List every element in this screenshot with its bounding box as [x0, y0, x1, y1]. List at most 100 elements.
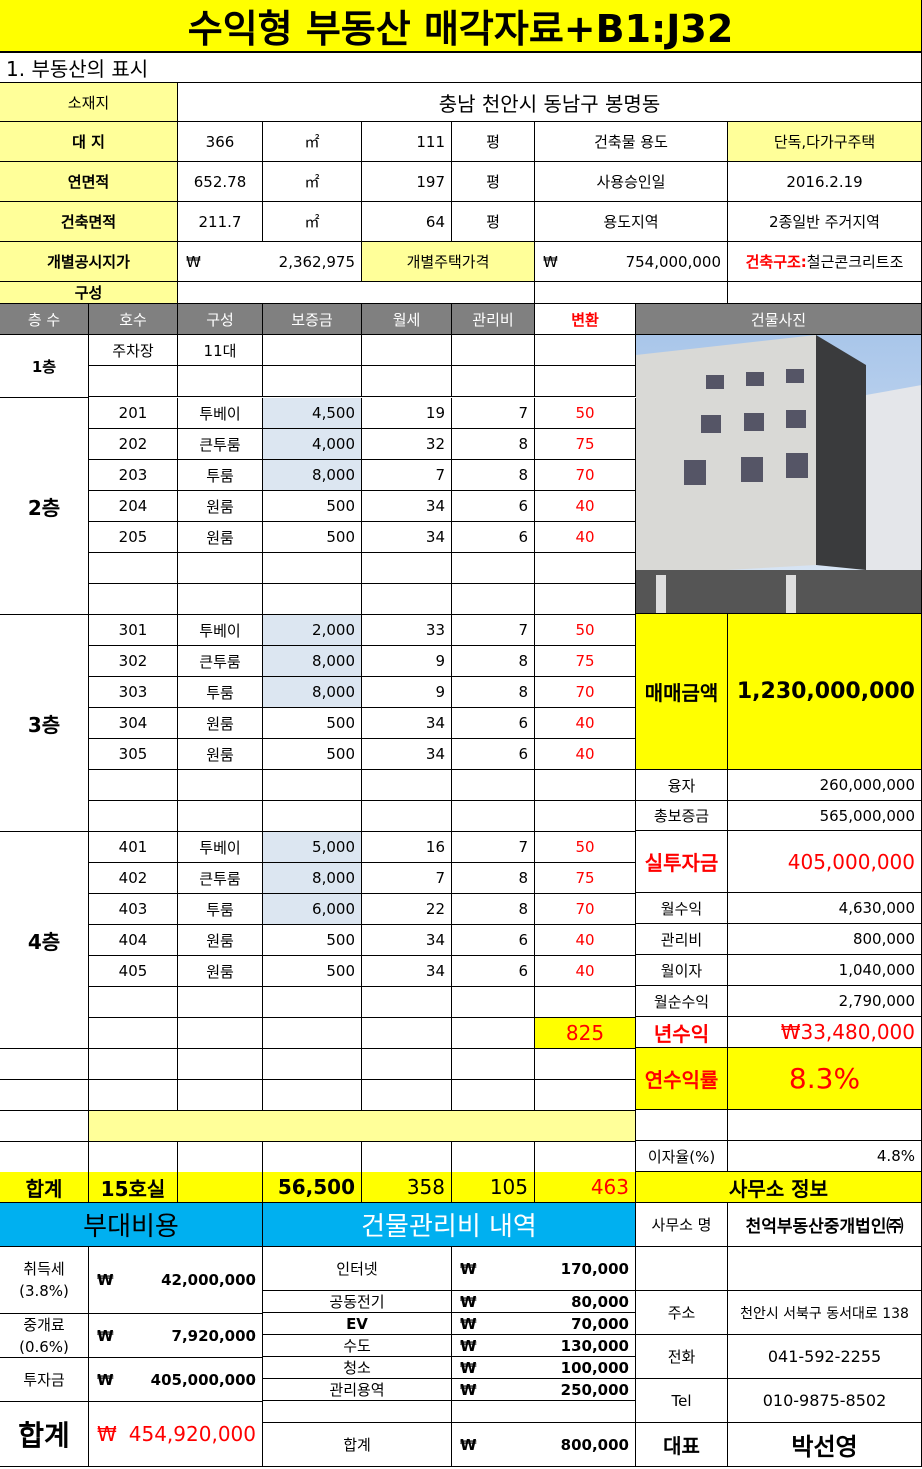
unit-deposit-text: 500	[326, 714, 355, 732]
annual-value-text: ₩33,480,000	[780, 1020, 915, 1044]
unit-no-text: 401	[118, 838, 148, 856]
won-sign: ₩	[460, 1358, 477, 1377]
unit-rent: 34	[362, 739, 452, 770]
unit-deposit: 8,000	[263, 460, 362, 491]
won-sign: ₩	[460, 1314, 477, 1333]
header-0-text: 층 수	[27, 310, 61, 329]
cost-value-text: 405,000,000	[150, 1370, 256, 1389]
unit-no: 204	[89, 491, 178, 522]
yield-value-text: 8.3%	[788, 1062, 861, 1095]
office-name-text: 천억부동산중개법인㈜	[745, 1217, 904, 1237]
unit-type-text: 투룸	[206, 466, 234, 485]
unit-no-text: 303	[118, 683, 148, 701]
unit-rent: 19	[362, 398, 452, 429]
floor_area-m2-text: 652.78	[193, 172, 247, 191]
house-price-value-text: 754,000,000	[625, 252, 721, 271]
unit-type-text: 큰투룸	[199, 652, 241, 671]
blank	[452, 584, 535, 615]
unit-deposit-text: 8,000	[312, 652, 355, 670]
land-m2-text: 366	[205, 132, 235, 151]
mgmt-item-value-text: 70,000	[571, 1314, 629, 1333]
blank	[263, 770, 362, 801]
blank	[178, 770, 263, 801]
unit-py-text: 평	[486, 133, 500, 151]
net-label-text: 월순수익	[653, 992, 710, 1011]
structure-value: 건축구조: 철근콘크리트조	[728, 242, 922, 282]
blank	[362, 801, 452, 832]
unit-mgmt: 8	[452, 863, 535, 894]
location-label-text: 소재지	[67, 93, 110, 112]
unit-conversion: 40	[535, 491, 636, 522]
unit-m2-text: ㎡	[304, 173, 320, 191]
land-py: 111	[362, 122, 452, 162]
unit-no: 401	[89, 832, 178, 863]
unit-type-text: 원룸	[206, 714, 234, 733]
office-phone-label-text: 전화	[667, 1348, 696, 1366]
unit-no: 302	[89, 646, 178, 677]
cost-label: 취득세 (3.8%)	[0, 1247, 89, 1314]
yield-label: 연수익률	[636, 1048, 728, 1110]
unit-deposit: 6,000	[263, 894, 362, 925]
unit-m2: ㎡	[263, 162, 362, 202]
unit-deposit-text: 5,000	[312, 838, 355, 856]
floor-label-2-text: 2층	[27, 495, 61, 520]
unit-mgmt: 6	[452, 925, 535, 956]
sale-value: 1,230,000,000	[728, 614, 922, 770]
structure-label: 건축구조:	[745, 253, 807, 271]
loan-value-text: 260,000,000	[819, 776, 915, 794]
unit-deposit: 500	[263, 739, 362, 770]
unit-type-text: 11대	[203, 341, 237, 360]
unit-mgmt-text: 6	[518, 931, 528, 949]
header-0: 층 수	[0, 304, 89, 335]
unit-deposit: 8,000	[263, 677, 362, 708]
unit-mgmt-text: 8	[518, 466, 528, 484]
office-tel-text: 010-9875-8502	[762, 1391, 887, 1410]
unit-conversion-text: 40	[575, 745, 595, 763]
floor-label-1-text: 1층	[31, 357, 57, 376]
blank	[178, 282, 535, 304]
blank	[89, 553, 178, 584]
costs-title-text: 부대비용	[83, 1212, 179, 1242]
unit-rent-text: 7	[435, 869, 445, 887]
totals-rent-text: 358	[406, 1175, 445, 1199]
blank	[452, 770, 535, 801]
header-5: 관리비	[452, 304, 535, 335]
blank	[636, 1247, 728, 1291]
unit-no-text: 202	[118, 435, 148, 453]
unit-conversion-text: 70	[575, 900, 595, 918]
unit-mgmt: 7	[452, 832, 535, 863]
approval-label: 사용승인일	[535, 162, 728, 202]
unit-conversion: 50	[535, 832, 636, 863]
unit-m2: ㎡	[263, 122, 362, 162]
unit-deposit-text: 500	[326, 528, 355, 546]
land-label-text: 대 지	[72, 133, 105, 151]
mgmt-detail-title: 건물관리비 내역	[263, 1203, 636, 1247]
office-phone: 041-592-2255	[728, 1335, 922, 1379]
structure-value-text: 철근콘크리트조	[806, 253, 904, 271]
unit-type: 투베이	[178, 398, 263, 429]
blank	[263, 366, 362, 397]
unit-rent-text: 22	[425, 900, 445, 918]
unit-rent: 34	[362, 925, 452, 956]
unit-deposit-text: 500	[326, 745, 355, 763]
unit-conversion: 75	[535, 429, 636, 460]
mgmt-item-label-text: 공동전기	[329, 1293, 385, 1311]
won-sign: ₩	[97, 1422, 117, 1446]
unit-no: 205	[89, 522, 178, 553]
blank	[728, 1247, 922, 1291]
zone-label-text: 용도지역	[603, 213, 659, 231]
mgmt-item-label-text: 수도	[343, 1337, 371, 1355]
unit-deposit-text: 4,000	[312, 435, 355, 453]
blank	[728, 282, 922, 304]
highlight-row	[89, 1111, 636, 1142]
mgmt-item-label: 인터넷	[263, 1247, 452, 1291]
mgmt-item-value: ₩70,000	[452, 1313, 636, 1335]
office-info-title-text: 사무소 정보	[729, 1176, 828, 1201]
header-5-text: 관리비	[472, 310, 514, 329]
location-label: 소재지	[0, 83, 178, 122]
unit-deposit-text: 8,000	[312, 466, 355, 484]
blank	[452, 1080, 535, 1111]
unit-type: 투베이	[178, 832, 263, 863]
unit-rent: 22	[362, 894, 452, 925]
unit-rent-text: 16	[425, 838, 445, 856]
